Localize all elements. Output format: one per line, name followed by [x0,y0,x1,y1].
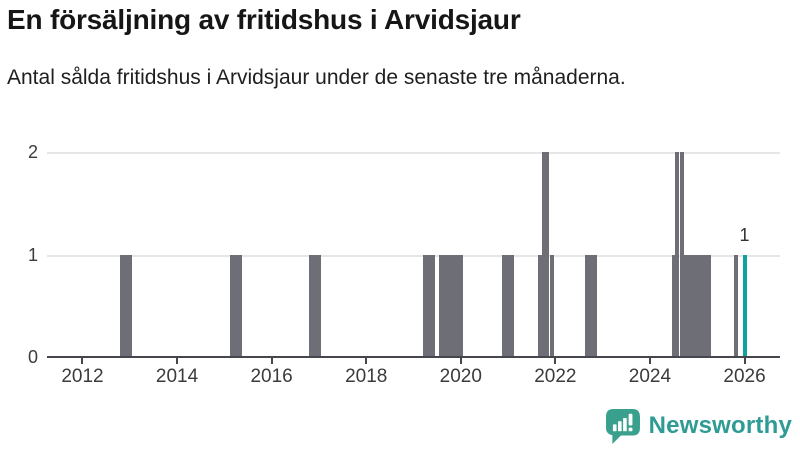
bar [509,254,514,357]
bar [545,152,550,357]
chart-subtitle: Antal sålda fritidshus i Arvidsjaur unde… [7,66,626,89]
x-tick-2022 [554,358,557,364]
sales-bar-chart: 0 1 2 1 2012 2014 2016 2018 2020 2022 2024 2026 [27,142,780,387]
gridline-y1 [47,254,780,257]
bar [549,254,554,357]
page-title: En försäljning av fritidshus i Arvidsjau… [7,4,521,35]
bar [446,254,451,357]
x-tick-label-2018: 2018 [345,366,388,387]
gridline-y2 [47,152,780,154]
bar [308,254,313,357]
x-tick-2024 [648,358,651,364]
bar [438,254,443,357]
x-tick-2026 [743,358,746,364]
bar [237,254,242,357]
bar [671,254,676,357]
bar [450,254,455,357]
bar [695,254,700,357]
bar [537,254,542,357]
bar [679,152,684,357]
bar [502,254,507,357]
x-tick-2016 [270,358,273,364]
bar-value-label: 1 [739,224,750,245]
bar [675,152,680,357]
x-tick-label-2012: 2012 [61,366,104,387]
bar [691,254,696,357]
x-tick-label-2016: 2016 [250,366,293,387]
bar [316,254,321,357]
y-tick-label-0: 0 [27,347,38,367]
y-tick-label-2: 2 [27,142,38,162]
x-tick-2018 [365,358,368,364]
newsworthy-wordmark: Newsworthy [648,411,792,439]
bar [443,254,448,357]
highlight-bar [742,254,747,357]
x-tick-2014 [176,358,179,364]
x-tick-label-2020: 2020 [439,366,482,387]
bar [707,254,712,357]
bar [506,254,511,357]
bar [234,254,239,357]
x-tick-label-2014: 2014 [155,366,199,387]
bar [455,254,459,357]
newsworthy-logo: Newsworthy [605,407,792,444]
bar [427,254,432,357]
bar [431,254,436,357]
bar [123,254,128,357]
bar [588,254,593,357]
bar-chart-speech-bubble-icon [605,409,640,444]
bar [592,254,597,357]
x-tick-label-2024: 2024 [628,366,672,387]
bar [313,254,318,357]
bar [734,254,739,357]
x-axis-line [47,356,780,358]
bar [585,254,590,357]
bar [458,254,463,357]
bar [541,152,546,357]
bar [127,254,132,357]
x-tick-2012 [81,358,84,364]
bar [703,254,708,357]
x-tick-label-2026: 2026 [723,366,766,387]
plot-area [47,152,780,357]
bar [423,254,428,357]
bar [119,254,124,357]
x-tick-label-2022: 2022 [534,366,577,387]
bar [699,254,704,357]
bar [230,254,235,357]
y-tick-label-1: 1 [27,244,38,265]
x-tick-2020 [459,358,462,364]
bar [687,254,692,357]
bar [683,254,688,357]
